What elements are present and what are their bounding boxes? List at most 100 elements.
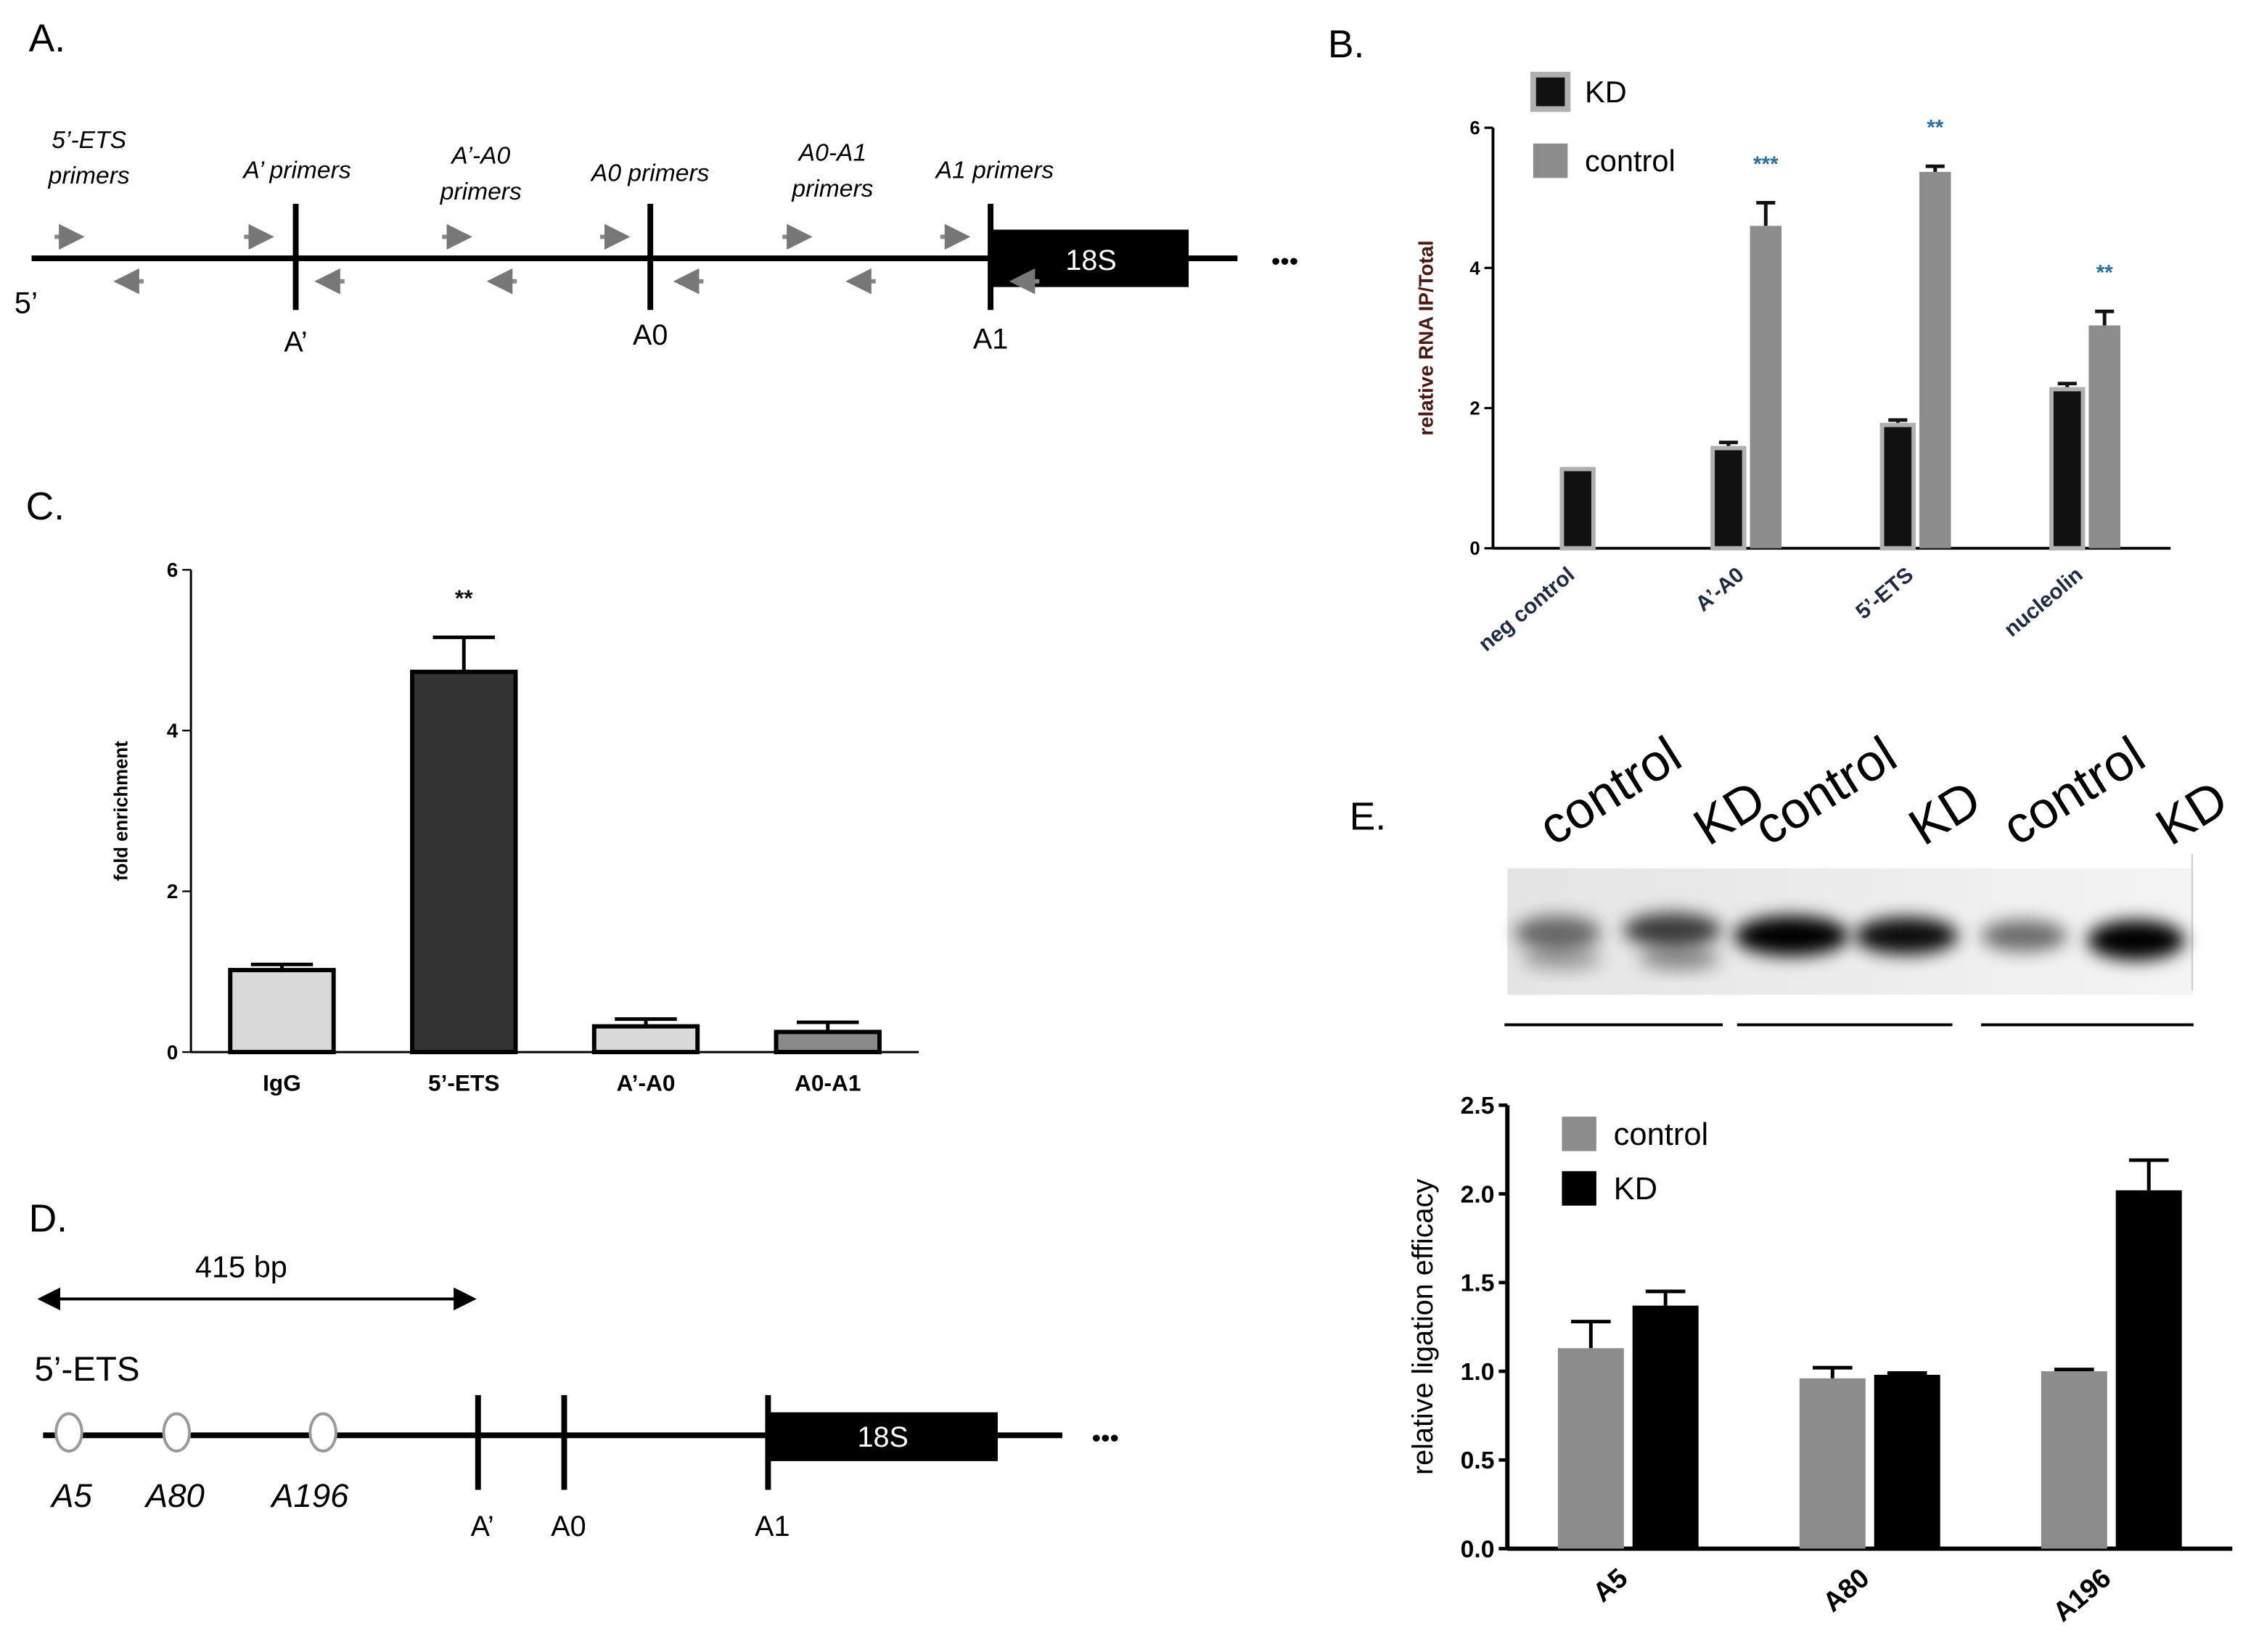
bar — [1710, 445, 1747, 551]
blot-band — [1522, 947, 1602, 971]
bar — [774, 1030, 882, 1055]
x-tick-label: 5’-ETS — [1851, 562, 1918, 624]
bar — [410, 670, 518, 1055]
y-tick-label: 0 — [167, 1041, 178, 1064]
panel-label: B. — [1328, 23, 1364, 66]
significance: ** — [1927, 116, 1944, 140]
y-tick-label: 1.5 — [1461, 1270, 1495, 1297]
region-label: 5’-ETS — [35, 1350, 140, 1389]
bar — [1632, 1305, 1699, 1549]
bar — [2041, 1371, 2107, 1549]
blot-band — [1854, 917, 1959, 955]
x-tick-label: A80 — [1817, 1562, 1875, 1617]
y-tick-label: 4 — [1469, 258, 1480, 279]
y-tick-label: 4 — [167, 720, 179, 742]
blot-band — [1639, 947, 1721, 971]
y-tick-label: 2.0 — [1461, 1181, 1495, 1208]
y-axis-label: relative RNA IP/Total — [1415, 240, 1438, 435]
primer-label: primers — [48, 163, 130, 189]
blot-band — [1734, 916, 1850, 956]
site-label: A1 — [973, 324, 1008, 356]
bar — [1750, 226, 1782, 548]
modification-site — [308, 1412, 337, 1453]
modification-site — [162, 1412, 192, 1453]
bar — [228, 968, 336, 1055]
site-label: A’ — [471, 1511, 494, 1542]
y-tick-label: 0.5 — [1461, 1447, 1495, 1474]
blot-band — [1623, 913, 1721, 948]
x-tick-label: A’-A0 — [617, 1069, 676, 1096]
lane-label: KD — [1900, 770, 1991, 856]
site-label: A0 — [551, 1511, 586, 1542]
site-label: A80 — [144, 1477, 205, 1514]
primer-label: A0-A1 — [798, 140, 866, 167]
bar — [2049, 387, 2086, 551]
x-tick-label: A’-A0 — [1691, 562, 1748, 616]
bar — [591, 1024, 700, 1055]
y-tick-label: 1.0 — [1461, 1359, 1495, 1386]
span-label: 415 bp — [195, 1250, 287, 1284]
x-tick-label: A196 — [2047, 1562, 2117, 1627]
bar — [1874, 1374, 1940, 1549]
ellipsis: ••• — [1092, 1423, 1119, 1452]
x-tick-label: neg control — [1474, 562, 1579, 656]
legend-swatch — [1562, 1171, 1596, 1206]
y-tick-label: 2 — [1469, 398, 1480, 419]
primer-label: 5’-ETS — [52, 127, 126, 154]
lane-label: control — [1744, 726, 1906, 857]
legend-label: KD — [1614, 1172, 1657, 1207]
end-label: 5’ — [15, 285, 38, 319]
panel-label: C. — [26, 485, 65, 528]
y-axis-label: relative ligation efficacy — [1407, 1179, 1439, 1475]
legend-label: control — [1585, 144, 1676, 178]
lane-label: KD — [2147, 770, 2238, 856]
x-tick-label: IgG — [263, 1069, 301, 1096]
y-tick-label: 2 — [167, 880, 178, 903]
y-axis-label: fold enrichment — [111, 741, 131, 881]
ellipsis: ••• — [1271, 247, 1298, 276]
legend-swatch — [1562, 1117, 1596, 1151]
legend-swatch — [1533, 143, 1568, 178]
modification-site — [54, 1412, 83, 1453]
significance: ** — [455, 585, 473, 611]
blot-band — [1514, 916, 1601, 950]
site-label: A196 — [269, 1477, 349, 1514]
site-label: A’ — [284, 326, 307, 358]
box-label: 18S — [1065, 244, 1116, 276]
lane-label: control — [1529, 726, 1691, 857]
x-tick-label: 5’-ETS — [428, 1069, 499, 1096]
x-tick-label: A0-A1 — [795, 1069, 861, 1096]
primer-label: primers — [440, 178, 522, 205]
box-label: 18S — [857, 1421, 908, 1453]
y-tick-label: 6 — [1469, 118, 1480, 139]
y-tick-label: 0.0 — [1461, 1536, 1495, 1563]
lane-label: control — [1993, 726, 2154, 857]
primer-label: A0 primers — [590, 160, 710, 186]
bar — [1559, 467, 1596, 551]
bar — [1919, 171, 1951, 548]
legend-swatch — [1530, 71, 1571, 112]
x-tick-label: A5 — [1587, 1562, 1633, 1608]
blot-band — [2087, 920, 2185, 961]
bar — [1799, 1378, 1866, 1549]
primer-label: primers — [791, 176, 873, 202]
bar — [1557, 1348, 1624, 1549]
site-label: A0 — [633, 319, 668, 351]
bar — [1879, 422, 1916, 551]
blot-band — [1981, 920, 2067, 952]
x-tick-label: nucleolin — [2000, 562, 2088, 641]
panel-label: D. — [29, 1197, 67, 1240]
box-18s — [768, 1412, 998, 1461]
significance: *** — [1753, 152, 1779, 176]
legend-label: KD — [1585, 75, 1627, 109]
primer-label: A1 primers — [935, 157, 1054, 184]
primer-label: A’-A0 — [450, 143, 510, 170]
bar — [2088, 325, 2120, 548]
y-tick-label: 6 — [167, 559, 178, 581]
significance: ** — [2096, 261, 2114, 285]
legend-label: control — [1614, 1117, 1709, 1152]
blot-bg — [1507, 868, 2194, 995]
panel-label: A. — [29, 17, 65, 60]
